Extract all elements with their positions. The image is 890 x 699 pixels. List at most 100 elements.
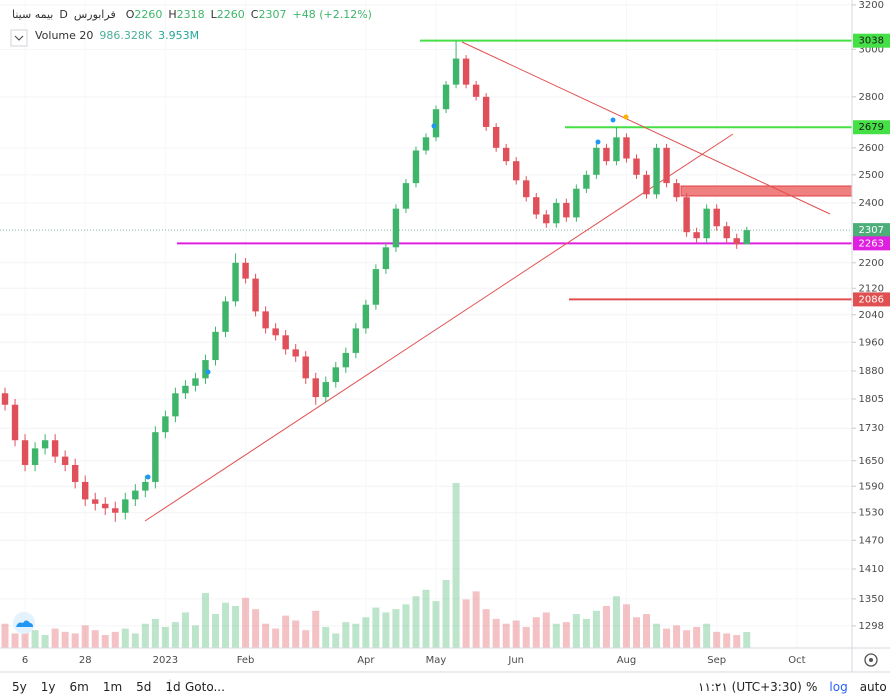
volume-bar [422, 589, 430, 648]
candle-body [683, 197, 690, 233]
scale-option[interactable]: % [806, 679, 818, 694]
range-button[interactable]: 5d [136, 679, 152, 694]
volume-bar [673, 625, 681, 648]
candle-body [81, 481, 89, 500]
candle-body [242, 262, 249, 279]
range-button[interactable]: 1d [165, 679, 181, 694]
volume-bar [71, 633, 79, 648]
volume-bar [252, 609, 260, 648]
volume-bar [562, 622, 570, 648]
ohlc-item: L2260 [211, 8, 245, 21]
candle-body [452, 58, 460, 85]
price-label: 2086 [859, 294, 884, 305]
scale-option[interactable]: auto [859, 679, 887, 694]
volume-label: Volume 20 [35, 29, 94, 42]
volume-bar [643, 614, 651, 648]
range-button[interactable]: 1y [40, 679, 56, 694]
volume-bar [592, 610, 600, 648]
candle-body [573, 188, 580, 218]
y-tick-label: 1530 [859, 508, 884, 519]
volume-bar [211, 614, 220, 648]
volume-legend: Volume 20 986.328K 3.953M [35, 29, 199, 42]
price-label-box [853, 236, 890, 251]
volume-bar [322, 626, 330, 648]
candle-body [172, 393, 179, 417]
volume-bar [522, 626, 530, 648]
volume-bar [402, 604, 410, 648]
interval: D [59, 8, 68, 21]
candle-body [102, 503, 109, 509]
candle-body [553, 202, 560, 224]
ohlc-label: O [125, 8, 135, 21]
y-tick-label: 2500 [859, 170, 884, 181]
ohlc-value: 2260 [134, 8, 163, 21]
candle-body [322, 382, 329, 398]
candle-body [593, 147, 600, 175]
candle-body [212, 331, 219, 361]
volume-bar [382, 612, 390, 648]
volume-bar [723, 633, 731, 648]
volume-average: 3.953M [158, 29, 200, 42]
volume-bar [442, 580, 450, 648]
candle-body [743, 230, 750, 245]
y-tick-label: 1470 [859, 535, 884, 546]
x-tick-label: May [426, 655, 447, 666]
candle-body [513, 161, 520, 181]
symbol: بیمه سینا [12, 8, 54, 21]
candle-body [703, 208, 710, 239]
ohlc-label: L [210, 8, 217, 21]
candle-body [693, 232, 700, 239]
range-button[interactable]: 1m [102, 679, 123, 694]
candle-body [502, 147, 510, 162]
range-button[interactable]: 6m [69, 679, 89, 694]
candle-body [202, 360, 209, 379]
scale-option[interactable]: log [829, 679, 848, 694]
hline-layer [0, 39, 852, 301]
candle-body [272, 328, 279, 336]
y-tick-label: 3200 [859, 0, 884, 11]
volume-bar [302, 630, 310, 648]
price-label: 3038 [859, 36, 884, 47]
volume-bar [91, 630, 99, 648]
volume-bar [612, 596, 620, 648]
volume-bar [552, 623, 560, 648]
candle-body [312, 378, 319, 398]
volume-bar [171, 622, 179, 648]
y-tick-label: 1590 [859, 481, 884, 492]
grid [0, 4, 852, 627]
price-label: 2679 [859, 122, 884, 133]
goto-button[interactable]: Goto... [185, 679, 225, 694]
volume-bar [632, 617, 641, 648]
y-tick-label: 2200 [859, 258, 884, 269]
volume-bar [131, 633, 139, 648]
y-tick-label: 1650 [859, 456, 884, 467]
volume-bar [482, 609, 490, 648]
x-tick-label: Jun [507, 655, 524, 666]
settings-button[interactable] [864, 653, 878, 667]
candle-body [61, 456, 69, 465]
volume-bar [653, 623, 661, 648]
candle-body [142, 481, 149, 491]
change: +48 (+2.12%) [292, 8, 372, 21]
candle-body [162, 416, 169, 433]
volume-bar [472, 591, 480, 648]
ohlc-item: O2260 [126, 8, 163, 21]
symbol-menu-button[interactable] [10, 29, 28, 47]
ohlc-label: H [168, 8, 177, 21]
volume-bar [161, 626, 169, 648]
candle-body [583, 174, 590, 189]
candle-body [132, 490, 139, 500]
marker [145, 474, 151, 480]
ohlc-item: C2307 [251, 8, 287, 21]
ohlc-item: H2318 [168, 8, 204, 21]
volume-bar [733, 635, 741, 648]
candle-body [422, 137, 430, 151]
resistance-zone [680, 185, 853, 197]
candle-body [182, 385, 189, 394]
range-button[interactable]: 5y [12, 679, 27, 694]
timezone[interactable]: ۱۱:۲۱ (UTC+3:30) [698, 679, 802, 694]
price-label: 2307 [859, 225, 884, 236]
volume-bar [61, 631, 69, 648]
candle-body [723, 226, 730, 239]
